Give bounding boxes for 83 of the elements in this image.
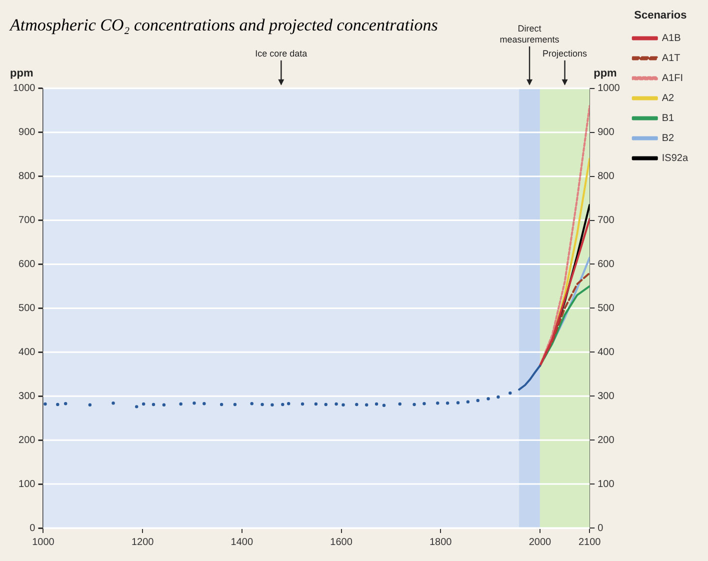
- x-tick-label: 1200: [131, 536, 154, 548]
- point: [342, 403, 345, 407]
- point: [334, 402, 338, 406]
- point: [202, 402, 206, 406]
- y2-tick-label: 100: [598, 478, 615, 490]
- point: [64, 402, 68, 406]
- point: [436, 402, 440, 405]
- legend-label: IS92a: [662, 152, 688, 164]
- y2-tick-label: 200: [598, 434, 615, 446]
- y2-tick-label: 800: [598, 171, 615, 182]
- y-tick-label: 100: [18, 478, 36, 490]
- point: [287, 402, 290, 406]
- point: [260, 402, 264, 406]
- x-tick-label: 1000: [32, 536, 55, 548]
- point: [250, 402, 254, 406]
- point: [142, 402, 146, 406]
- point: [476, 398, 480, 402]
- legend-label: B1: [662, 112, 675, 124]
- y2-tick-label: 400: [598, 346, 615, 358]
- y-tick-label: 1000: [12, 83, 36, 94]
- band-label: Projections: [542, 48, 588, 58]
- x-tick-label: 1800: [429, 536, 452, 548]
- point: [135, 405, 138, 408]
- y-tick-label: 900: [18, 127, 36, 138]
- line-series: [538, 104, 590, 367]
- y-tick-label: 200: [18, 434, 36, 446]
- y2-tick-label: 700: [598, 215, 615, 226]
- x-tick-label: 1600: [330, 536, 353, 548]
- point: [374, 402, 378, 406]
- y-tick-label: 0: [30, 522, 36, 534]
- point: [179, 402, 182, 406]
- point: [220, 402, 224, 406]
- point: [56, 402, 60, 406]
- x-tick-label: 2100: [578, 536, 602, 548]
- point: [152, 402, 156, 406]
- point: [324, 402, 328, 406]
- point: [496, 395, 500, 399]
- point: [281, 402, 284, 406]
- point: [412, 402, 416, 406]
- point: [112, 402, 115, 405]
- point: [314, 402, 318, 406]
- legend-label: A2: [662, 92, 675, 104]
- x-tick-label: 2000: [528, 536, 552, 548]
- legend-title: Scenarios: [634, 10, 687, 22]
- point: [398, 402, 402, 406]
- chart-title: Atmospheric CO₂ concentrations and projected concentrations: [9, 16, 438, 35]
- y2-tick-label: 1000: [598, 83, 620, 94]
- point: [446, 402, 450, 405]
- point: [365, 403, 368, 407]
- point: [355, 402, 358, 406]
- legend-label: B2: [662, 132, 675, 144]
- y2-tick-label: 500: [598, 302, 615, 314]
- point: [44, 402, 47, 406]
- point: [88, 403, 92, 407]
- point: [456, 401, 460, 404]
- y2-tick-label: 300: [598, 390, 615, 402]
- point: [382, 404, 386, 407]
- y-axis-title: ppm: [10, 67, 34, 80]
- y2-tick-label: 0: [598, 522, 604, 534]
- point: [300, 402, 304, 406]
- point: [192, 402, 196, 405]
- legend-label: A1T: [662, 52, 680, 64]
- band-label: Ice core data: [255, 48, 308, 58]
- y2-tick-label: 900: [598, 127, 615, 138]
- point: [233, 402, 237, 406]
- band-label: Direct measurements: [500, 23, 560, 44]
- y2-axis-title: ppm: [594, 67, 618, 80]
- point: [162, 403, 166, 407]
- y-tick-label: 300: [18, 390, 36, 402]
- point: [422, 402, 426, 406]
- point: [270, 403, 274, 407]
- y-tick-label: 500: [18, 302, 36, 314]
- legend-label: A1B: [662, 32, 682, 44]
- point: [508, 391, 512, 395]
- y-tick-label: 700: [18, 215, 36, 226]
- point: [466, 400, 470, 404]
- y2-tick-label: 600: [598, 258, 615, 270]
- point: [486, 397, 490, 400]
- y-tick-label: 400: [18, 346, 36, 358]
- y-tick-label: 800: [18, 171, 36, 182]
- x-tick-label: 1400: [230, 536, 254, 548]
- y-tick-label: 600: [18, 258, 36, 270]
- legend-label: A1FI: [662, 72, 683, 84]
